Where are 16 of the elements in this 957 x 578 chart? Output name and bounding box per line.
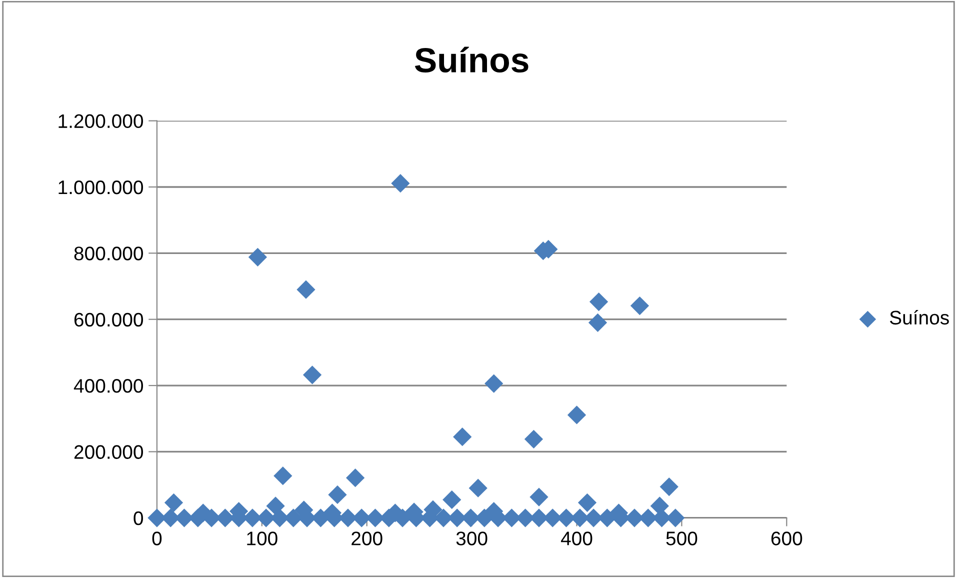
y-tick-label: 1.200.000 xyxy=(58,114,143,128)
x-tick-label: 100 xyxy=(247,532,278,546)
chart-title: Suínos xyxy=(414,46,528,73)
x-tick-label: 600 xyxy=(771,532,802,546)
y-tick-label: 1.000.000 xyxy=(58,180,143,194)
x-tick-label: 200 xyxy=(352,532,382,546)
x-tick-label: 400 xyxy=(560,532,592,546)
y-tick-label: 200.000 xyxy=(74,445,143,459)
y-tick-label: 800.000 xyxy=(74,246,143,260)
x-tick-label: 500 xyxy=(666,532,698,546)
x-tick-label: 0 xyxy=(152,532,162,546)
y-tick-label: 600.000 xyxy=(74,312,143,327)
y-tick-label: 400.000 xyxy=(74,378,143,393)
legend-label: Suínos xyxy=(890,310,949,325)
y-tick-label: 0 xyxy=(134,511,143,526)
x-tick-label: 300 xyxy=(456,532,488,546)
